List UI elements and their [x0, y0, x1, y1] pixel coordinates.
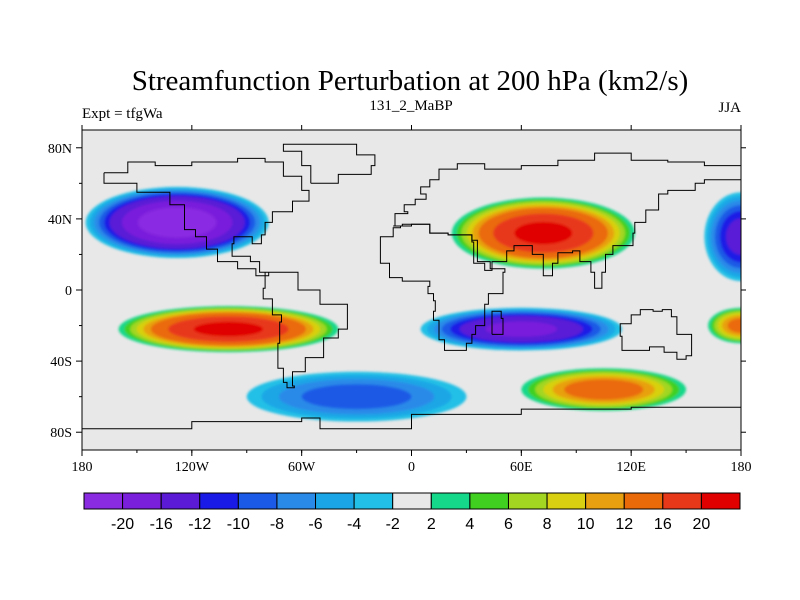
- colorbar-label: 10: [577, 516, 595, 533]
- colorbar-label: -16: [150, 516, 173, 533]
- colorbar-label: 6: [504, 516, 513, 533]
- contour-west-pacific-low: [704, 192, 741, 282]
- right-label: JJA: [718, 100, 741, 116]
- colorbar-label: -4: [347, 516, 361, 533]
- x-tick-label: 0: [408, 460, 415, 475]
- x-tick-label: 60W: [288, 460, 316, 475]
- contour-ring: [301, 384, 412, 410]
- colorbar-label: 16: [654, 516, 672, 533]
- colorbar-swatch: [546, 492, 587, 510]
- contour-north-pacific-low: [85, 186, 269, 258]
- colorbar: -20 -16 -12 -10 -8 -6 -4 -2 2 4 6 8 10 12 16 20: [83, 492, 741, 533]
- colorbar-swatch: [392, 492, 432, 510]
- y-tick-label: 0: [65, 284, 72, 299]
- colorbar-label: -12: [188, 516, 211, 533]
- contour-ring: [727, 318, 741, 333]
- contour-ring: [726, 218, 741, 255]
- x-tick-label: 180: [72, 460, 93, 475]
- contour-indian-ocean-low: [420, 307, 623, 351]
- y-tick-label: 40S: [50, 355, 72, 370]
- coastline-3: [619, 309, 693, 360]
- colorbar-swatch: [585, 492, 625, 510]
- colorbar-label: 12: [615, 516, 633, 533]
- contour-southern-atlantic-low: [246, 371, 467, 422]
- colorbar-label: -6: [308, 516, 322, 533]
- contour-field: [82, 130, 741, 450]
- colorbar-swatch: [507, 492, 548, 510]
- coastline-0: [103, 157, 348, 389]
- colorbar-swatch: [662, 492, 702, 510]
- contour-west-pacific-south-high: [708, 307, 741, 344]
- contour-ring: [138, 207, 217, 238]
- x-tick-label: 180: [731, 460, 752, 475]
- colorbar-label: -2: [386, 516, 400, 533]
- colorbar-label: -10: [227, 516, 250, 533]
- colorbar-swatch: [469, 492, 509, 510]
- colorbar-label: -20: [111, 516, 134, 533]
- coastline-2: [379, 223, 506, 351]
- y-tick-label: 40N: [48, 213, 72, 228]
- colorbar-swatch: [700, 492, 741, 510]
- left-label: Expt = tfgWa: [82, 106, 163, 122]
- colorbar-label: -8: [270, 516, 284, 533]
- colorbar-swatch: [199, 492, 239, 510]
- chart-title: Streamfunction Perturbation at 200 hPa (…: [132, 65, 689, 97]
- x-tick-label: 120E: [616, 460, 646, 475]
- colorbar-label: 4: [465, 516, 474, 533]
- colorbar-swatch: [430, 492, 471, 510]
- colorbar-label: 8: [543, 516, 552, 533]
- colorbar-swatch: [83, 492, 124, 510]
- coastline-4: [282, 143, 376, 184]
- colorbar-swatch: [353, 492, 394, 510]
- colorbar-label: 2: [427, 516, 436, 533]
- contour-australia-south-high: [521, 368, 687, 411]
- colorbar-swatch: [122, 492, 162, 510]
- contour-ring: [193, 321, 264, 337]
- x-tick-label: 60E: [510, 460, 533, 475]
- colorbar-swatch: [315, 492, 355, 510]
- y-tick-label: 80N: [48, 142, 72, 157]
- y-tick-label: 80S: [50, 426, 72, 441]
- colorbar-swatch: [160, 492, 201, 510]
- colorbar-swatch: [623, 492, 664, 510]
- colorbar-label: 20: [693, 516, 711, 533]
- contour-ring: [564, 379, 644, 400]
- colorbar-swatch: [276, 492, 317, 510]
- center-label: 131_2_MaBP: [369, 98, 452, 114]
- contour-ring: [485, 321, 557, 337]
- coastline-6: [82, 406, 741, 430]
- contour-central-asia-high: [451, 197, 635, 269]
- contour-south-pacific-high: [118, 306, 339, 353]
- colorbar-swatch: [237, 492, 278, 510]
- coastline-5: [491, 310, 504, 335]
- contour-ring: [514, 221, 573, 245]
- coastline-1: [393, 152, 741, 289]
- x-tick-label: 120W: [175, 460, 210, 475]
